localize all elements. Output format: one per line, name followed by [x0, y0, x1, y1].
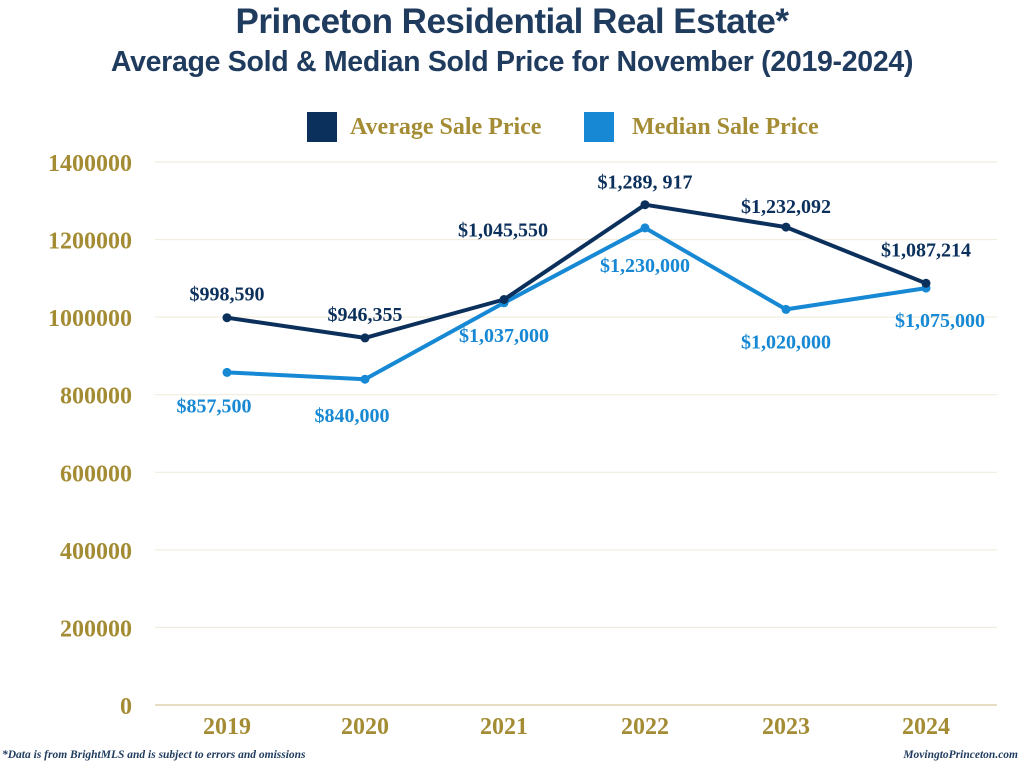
data-label-average: $1,087,214 — [881, 239, 971, 261]
data-label-average: $1,045,550 — [458, 220, 548, 242]
data-point-median — [781, 304, 791, 314]
data-label-average: $1,289, 917 — [598, 172, 693, 194]
data-point-median — [640, 223, 650, 233]
data-label-median: $857,500 — [177, 395, 252, 417]
x-tick-label: 2024 — [902, 714, 950, 740]
data-point-average — [360, 333, 370, 343]
data-point-average — [640, 200, 650, 210]
legend-swatch-average — [307, 112, 337, 142]
y-tick-label: 800000 — [60, 384, 132, 410]
data-label-median: $1,037,000 — [459, 325, 549, 347]
chart-title: Princeton Residential Real Estate* — [235, 2, 789, 41]
data-label-median: $1,075,000 — [895, 310, 985, 332]
series-line-average — [226, 202, 927, 340]
legend-label-average: Average Sale Price — [350, 114, 542, 140]
x-tick-label: 2023 — [762, 714, 810, 740]
data-point-average — [499, 295, 509, 304]
source-website: MovingtoPrinceton.com — [903, 749, 1018, 761]
chart-subtitle: Average Sold & Median Sold Price for Nov… — [110, 46, 914, 78]
x-tick-label: 2020 — [341, 714, 389, 740]
data-point-average — [781, 222, 791, 232]
x-tick-label: 2022 — [621, 714, 669, 740]
series-lines — [222, 200, 931, 384]
series-line-median — [226, 225, 927, 382]
data-point-average — [921, 278, 931, 288]
data-label-average: $946,355 — [328, 304, 403, 326]
y-tick-label: 1000000 — [48, 306, 132, 332]
y-tick-label: 1400000 — [48, 151, 132, 177]
y-tick-label: 600000 — [60, 461, 132, 487]
data-label-median: $1,020,000 — [741, 331, 831, 353]
legend-swatch-median — [584, 112, 614, 142]
x-tick-label: 2019 — [203, 714, 251, 740]
data-label-median: $840,000 — [315, 405, 390, 427]
gridlines — [155, 161, 997, 706]
data-labels: $998,590 $946,355 $1,045,550 $1,289, 917 $1,… — [177, 172, 986, 428]
data-disclaimer: *Data is from BrightMLS and is subject t… — [2, 749, 306, 761]
legend-label-median: Median Sale Price — [632, 114, 819, 140]
legend: Average Sale Price Median Sale Price — [307, 112, 819, 142]
y-tick-label: 1200000 — [48, 229, 132, 255]
x-tick-label: 2021 — [480, 714, 528, 740]
y-axis: 0 200000 400000 600000 800000 1000000 1200000 1… — [48, 151, 132, 720]
data-point-average — [222, 313, 232, 323]
data-label-average: $1,232,092 — [741, 196, 831, 218]
y-tick-label: 400000 — [60, 539, 132, 565]
data-point-median — [360, 374, 370, 384]
y-tick-label: 0 — [120, 694, 132, 720]
data-label-average: $998,590 — [190, 284, 265, 306]
x-axis: 2019 2020 2021 2022 2023 2024 — [203, 714, 950, 740]
data-label-median: $1,230,000 — [600, 255, 690, 277]
data-point-median — [222, 367, 232, 377]
y-tick-label: 200000 — [60, 616, 132, 642]
